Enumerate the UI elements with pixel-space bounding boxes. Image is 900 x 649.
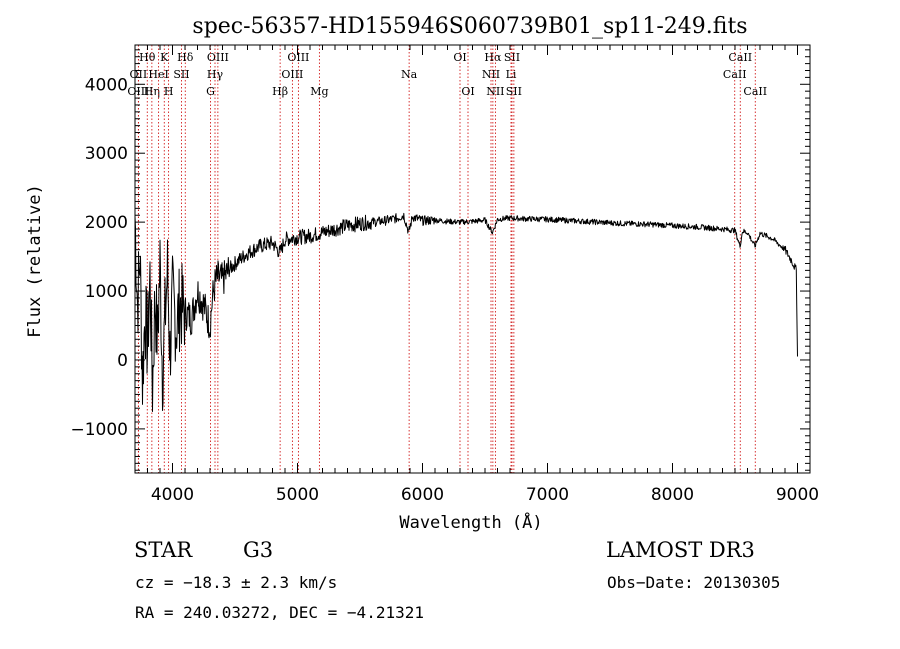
- spectral-line-label: SII: [504, 51, 520, 64]
- spectral-line-label: H: [164, 85, 174, 98]
- spectrum-series: [134, 212, 798, 412]
- spectral-line-label: OIII: [281, 68, 303, 81]
- spectral-line-label: Hγ: [207, 68, 224, 81]
- spectrum-line: [134, 212, 798, 412]
- y-tick-label: 0: [117, 351, 128, 371]
- spectral-line-label: OIII: [207, 51, 229, 64]
- survey-name: LAMOST DR3: [606, 538, 755, 562]
- spectral-line-label: Li: [506, 68, 517, 81]
- plot-axes: 4000 5000 6000 7000 8000 9000 −1000 0 1000 2000 30…: [70, 44, 819, 505]
- spectral-line-label: OIII: [287, 51, 309, 64]
- spectral-line-label: Hθ: [139, 51, 156, 64]
- x-axis-label: Wavelength (Å): [399, 511, 542, 533]
- redshift-cz: cz = −18.3 ± 2.3 km/s: [135, 573, 338, 592]
- spectral-line-label: Hδ: [177, 51, 194, 64]
- x-tick-label: 7000: [526, 485, 569, 505]
- x-tick-label: 6000: [401, 485, 444, 505]
- spectral-line-label: CaII: [723, 68, 747, 81]
- y-axis-label: Flux (relative): [25, 184, 45, 338]
- spectral-line-label: Hα: [484, 51, 502, 64]
- spectral-line-label: Mg: [310, 85, 328, 98]
- x-tick-label: 5000: [276, 485, 319, 505]
- spectral-line-label: Hη: [144, 85, 160, 98]
- spectral-line-label: K: [160, 51, 169, 64]
- spectral-line-label: OI: [453, 51, 466, 64]
- chart-title: spec-56357-HD155946S060739B01_sp11-249.f…: [192, 14, 747, 39]
- x-tick-label: 9000: [776, 485, 819, 505]
- y-tick-label: 2000: [85, 213, 128, 233]
- spectral-line-label: SII: [506, 85, 522, 98]
- x-tick-label: 8000: [651, 485, 694, 505]
- spectral-line-label: OI: [461, 85, 474, 98]
- spectral-line-label: NII: [482, 68, 500, 81]
- plot-frame: [134, 44, 811, 474]
- spectral-line-label: HeI: [148, 68, 168, 81]
- object-subclass: G3: [243, 538, 274, 562]
- y-tick-label: −1000: [70, 420, 128, 440]
- x-tick-label: 4000: [151, 485, 194, 505]
- spectral-line-label: Hβ: [272, 85, 288, 98]
- spectral-line-label: CaII: [743, 85, 767, 98]
- y-tick-label: 4000: [85, 75, 128, 95]
- observation-date: Obs−Date: 20130305: [607, 573, 781, 592]
- y-tick-label: 1000: [85, 282, 128, 302]
- spectral-line-label: Na: [401, 68, 418, 81]
- spectral-line-label: SII: [173, 68, 189, 81]
- spectral-line-label: CaII: [728, 51, 752, 64]
- spectral-line-label: NII: [486, 85, 504, 98]
- spectral-line-label: G: [206, 85, 215, 98]
- object-class: STAR: [134, 538, 193, 562]
- y-tick-label: 3000: [85, 144, 128, 164]
- ra-dec-coordinates: RA = 240.03272, DEC = −4.21321: [135, 603, 424, 622]
